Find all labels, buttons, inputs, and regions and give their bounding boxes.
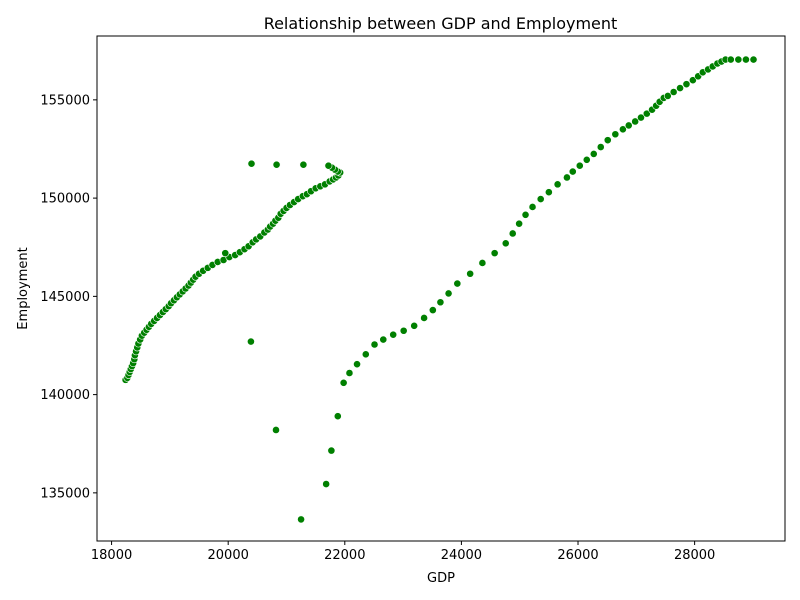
data-point [333,412,342,421]
data-point [642,109,651,118]
data-point [596,143,605,151]
data-point [436,298,445,307]
data-point [726,55,735,64]
data-point [247,159,256,168]
data-point [669,88,678,96]
data-point [624,121,633,130]
data-point [420,314,428,322]
data-point [734,55,743,64]
y-tick-label: 155000 [40,93,90,108]
data-point [603,136,612,145]
plot-frame [96,35,786,542]
y-tick-label: 135000 [40,486,90,501]
data-point [478,259,487,267]
data-point [544,188,553,197]
data-point [553,180,562,189]
data-point [410,321,419,330]
data-point [297,515,305,524]
points-layer [121,55,758,524]
data-point [742,55,750,64]
data-point [611,130,620,139]
data-point [324,161,333,170]
data-point [536,195,545,203]
data-point [749,55,758,64]
data-point [682,80,691,89]
data-point [345,369,354,377]
x-axis-label: GDP [427,571,455,586]
data-point [490,249,499,258]
x-axis: 18000 20000 22000 24000 26000 28000 [91,541,715,563]
data-point [631,117,640,126]
data-point [444,289,453,298]
data-point [637,113,645,122]
data-point [370,340,379,349]
data-point [582,155,591,164]
data-point [676,84,684,92]
data-point [299,160,308,169]
data-point [501,239,510,248]
data-point [688,76,697,85]
data-point [247,337,255,346]
data-point [399,326,408,335]
data-point [568,167,577,176]
data-point [563,173,571,182]
x-tick-label: 20000 [208,548,249,563]
y-tick-label: 150000 [40,192,90,207]
data-point [575,161,584,170]
data-point [466,269,475,278]
x-tick-label: 22000 [324,548,365,563]
x-tick-label: 28000 [674,548,715,563]
data-point [339,378,348,387]
data-point [453,279,462,288]
data-point [389,330,398,339]
data-point [353,360,361,369]
y-tick-label: 140000 [40,388,90,403]
x-tick-label: 26000 [557,548,598,563]
x-tick-label: 18000 [91,548,132,563]
y-axis-label: Employment [16,247,31,329]
data-point [322,480,331,488]
data-point [508,229,517,238]
data-point [379,335,388,344]
y-axis: 135000 140000 145000 150000 155000 [40,93,97,501]
x-tick-label: 24000 [441,548,482,563]
data-point [361,350,370,359]
data-point [663,92,672,100]
data-point [272,426,280,434]
data-point [619,125,627,134]
data-point [327,446,336,455]
data-point [521,210,530,219]
chart-title: Relationship between GDP and Employment [264,14,618,33]
data-point [515,219,524,228]
data-point [272,160,281,169]
y-tick-label: 145000 [40,290,90,305]
data-point [221,249,230,258]
data-point [528,203,537,211]
data-point [589,149,598,158]
data-point [428,306,437,315]
